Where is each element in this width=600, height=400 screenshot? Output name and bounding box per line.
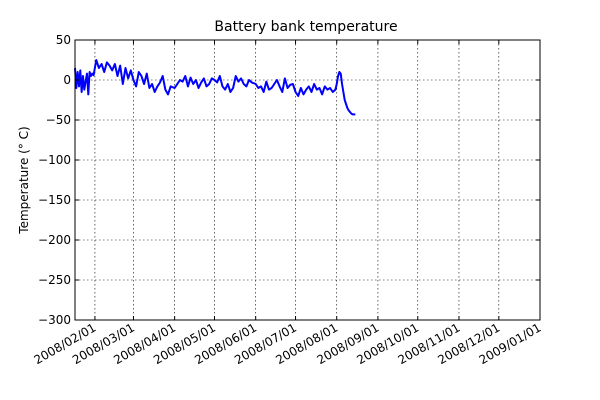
y-axis-label: Temperature (° C) (17, 126, 31, 234)
y-tick-label: −50 (46, 113, 71, 127)
y-tick-label: 0 (63, 73, 71, 87)
x-tick-labels: 2008/02/012008/03/012008/04/012008/05/01… (32, 320, 544, 367)
grid-layer (75, 40, 540, 320)
series-line (74, 59, 356, 116)
y-tick-label: −150 (38, 193, 71, 207)
tick-layer (75, 39, 541, 321)
series-layer (74, 59, 356, 116)
y-tick-label: −300 (38, 313, 71, 327)
y-tick-label: −200 (38, 233, 71, 247)
y-tick-label: −100 (38, 153, 71, 167)
plot-frame (74, 39, 541, 321)
y-tick-label: −250 (38, 273, 71, 287)
chart-title: Battery bank temperature (214, 19, 397, 35)
y-tick-label: 50 (56, 33, 71, 47)
y-tick-labels: 50 0 −50 −100 −150 −200 −250 −300 (38, 33, 71, 327)
